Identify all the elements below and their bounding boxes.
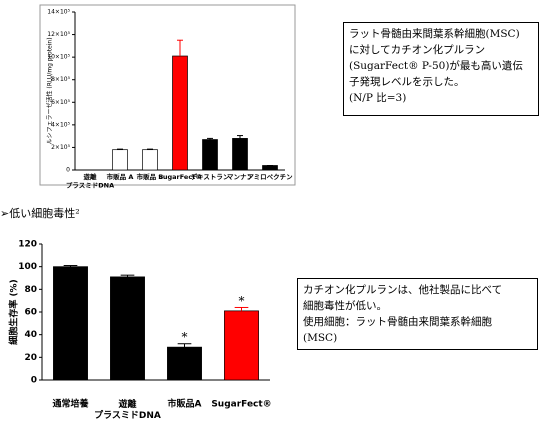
y-tick-label: 8×10⁵ [51, 76, 70, 83]
y-tick-label: 4×10⁵ [51, 121, 70, 128]
text-line: 子発現レベルを示した。 [349, 76, 465, 88]
chart-frame [39, 4, 296, 186]
y-tick-label: 12×10⁵ [47, 31, 70, 38]
y-tick-label: 60 [24, 308, 37, 318]
x-tick-label: SugarFect® [211, 400, 271, 410]
text-line: 使用細胞：ラット骨髄由来間葉系幹細胞 [303, 316, 492, 328]
asterisk: * [182, 330, 188, 344]
y-tick-label: 100 [18, 262, 37, 272]
y-tick-label: 14×10⁵ [47, 9, 70, 16]
text-box: ラット骨髄由来間葉系幹細胞(MSC) に対してカチオン化プルラン (SugarFec… [343, 22, 539, 116]
x-tick-label: アミロペクチン [247, 172, 293, 181]
text-line: カチオン化プルランは、他社製品に比べて [303, 284, 503, 296]
text-line: (SugarFect® P-50)が最も高い遺伝 [349, 60, 523, 72]
y-tick-label: 40 [24, 330, 37, 340]
x-tick-label: 遊離プラスミドDNA [66, 172, 114, 190]
bar [110, 276, 145, 381]
x-tick-label: デキストラン [191, 172, 230, 181]
x-tick-label: 遊離プラスミドDNA [94, 398, 161, 421]
y-tick-label: 80 [24, 285, 37, 295]
bar [53, 266, 88, 381]
bar [202, 139, 218, 171]
y-tick-label: 2×10⁵ [51, 144, 70, 151]
y-tick-label: 0 [31, 376, 37, 386]
x-tick-label: 通常培養 [52, 398, 89, 410]
x-tick-label: マンナン [227, 173, 254, 181]
x-tick-label: 市販品 B [137, 172, 164, 181]
bar [142, 149, 158, 171]
text-line: (MSC) [303, 332, 338, 344]
text-box: カチオン化プルランは、他社製品に比べて 細胞毒性が低い。使用細胞：ラット骨髄由来間… [297, 278, 538, 350]
bar [262, 165, 278, 171]
asterisk: * [239, 294, 245, 308]
y-tick-label: 6×10⁵ [51, 99, 70, 106]
y-axis-label: ルシフェラーゼ活性 (RLU/mg protein) [46, 37, 54, 144]
bar [172, 55, 188, 171]
bar [112, 149, 128, 171]
text-line: ラット骨髄由来間葉系幹細胞(MSC) [349, 28, 520, 40]
x-tick-label: 市販品A [168, 398, 202, 410]
bar [232, 138, 248, 171]
text-line: に対してカチオン化プルラン [349, 44, 486, 56]
y-tick-label: 0 [66, 167, 70, 174]
x-tick-label: 市販品 A [107, 172, 134, 181]
bar [167, 346, 202, 381]
x-tick-label: SugarFect® [158, 173, 202, 181]
y-tick-label: 120 [18, 240, 37, 250]
y-axis-label: 細胞生存率 (%) [8, 279, 20, 344]
text-line: (N/P 比=3) [349, 92, 407, 104]
text-line: 細胞毒性が低い。 [303, 300, 387, 312]
y-tick-label: 20 [24, 353, 37, 363]
heading: ➢低い細胞毒性² [0, 207, 80, 220]
bar [224, 310, 259, 381]
y-tick-label: 10×10⁵ [47, 54, 70, 61]
